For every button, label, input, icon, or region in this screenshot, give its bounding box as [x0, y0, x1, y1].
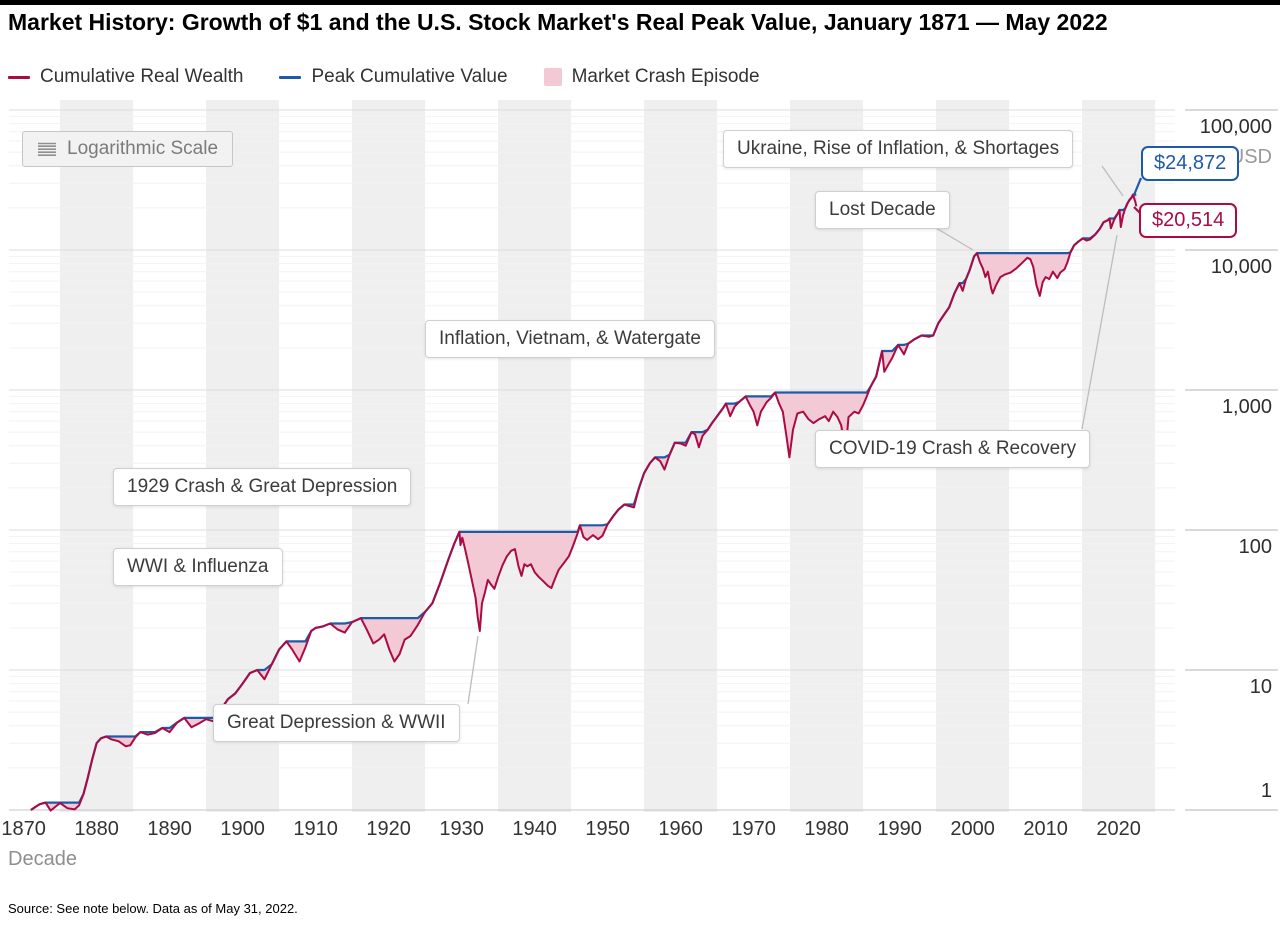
market-crash-shading: [30, 194, 1137, 811]
legend-item: Market Crash Episode: [543, 66, 760, 88]
x-tick-label: 2000: [950, 818, 995, 840]
y-tick-label: 100: [1238, 536, 1272, 558]
x-tick-label: 1970: [731, 818, 776, 840]
y-tick-label: 10,000: [1210, 256, 1272, 278]
annotation-crash-1929: 1929 Crash & Great Depression: [113, 468, 412, 506]
legend-item: Cumulative Real Wealth: [8, 66, 243, 88]
current-value-callout: $20,514: [1139, 203, 1238, 238]
page-title: Market History: Growth of $1 and the U.S…: [8, 9, 1108, 35]
annotation-inflation-vietnam: Inflation, Vietnam, & Watergate: [425, 320, 715, 358]
annotation-depression-wwii: Great Depression & WWII: [213, 704, 460, 742]
x-tick-label: 1960: [658, 818, 703, 840]
annotation-leader-line: [467, 635, 479, 705]
x-tick-label: 1870: [1, 818, 46, 840]
x-tick-label: 1980: [804, 818, 849, 840]
x-tick-label: 1900: [220, 818, 265, 840]
y-tick-label: 100,000: [1199, 116, 1272, 138]
y-tick-label: 1,000: [1221, 396, 1272, 418]
top-accent-bar: [0, 0, 1280, 5]
decade-band: [352, 100, 426, 812]
decade-band: [206, 100, 280, 812]
x-tick-label: 1930: [439, 818, 484, 840]
decade-band: [60, 100, 134, 812]
line-swatch-icon: [8, 75, 30, 79]
x-tick-label: 2020: [1096, 818, 1141, 840]
log-scale-icon: [38, 142, 56, 156]
x-tick-label: 1950: [585, 818, 630, 840]
decade-band: [644, 100, 718, 812]
x-tick-label: 1940: [512, 818, 557, 840]
x-tick-label: 2010: [1023, 818, 1068, 840]
y-tick-label: 1: [1260, 780, 1272, 802]
x-axis-title: Decade: [8, 848, 77, 870]
decade-band: [498, 100, 572, 812]
x-tick-label: 1920: [366, 818, 411, 840]
annotation-leader-line: [1081, 234, 1118, 430]
annotation-covid: COVID-19 Crash & Recovery: [815, 430, 1091, 468]
area-swatch-icon: [543, 68, 562, 86]
annotation-leader-line: [935, 227, 974, 251]
logarithmic-scale-label: Logarithmic Scale: [67, 138, 219, 159]
x-tick-label: 1910: [293, 818, 338, 840]
legend-item: Peak Cumulative Value: [279, 66, 508, 88]
legend-label: Cumulative Real Wealth: [40, 66, 244, 87]
source-note: Source: See note below. Data as of May 3…: [8, 901, 298, 916]
annotation-wwi-influenza: WWI & Influenza: [113, 548, 283, 586]
legend-label: Market Crash Episode: [571, 66, 760, 87]
legend-label: Peak Cumulative Value: [311, 66, 508, 87]
annotation-leader-line: [1101, 165, 1124, 197]
annotation-ukraine: Ukraine, Rise of Inflation, & Shortages: [723, 130, 1074, 168]
y-axis-unit: USD: [1229, 146, 1272, 168]
y-tick-label: 10: [1249, 676, 1272, 698]
peak-value-callout: $24,872: [1141, 146, 1240, 181]
x-tick-label: 1990: [877, 818, 922, 840]
line-swatch-icon: [279, 75, 302, 79]
x-tick-label: 1880: [74, 818, 119, 840]
x-tick-label: 1890: [147, 818, 192, 840]
legend: Cumulative Real Wealth Peak Cumulative Va…: [8, 63, 760, 91]
peak-callout-tail: [1132, 177, 1143, 196]
annotation-lost-decade: Lost Decade: [815, 191, 950, 229]
logarithmic-scale-badge: Logarithmic Scale: [22, 131, 234, 167]
cumulative-real-wealth-line: [30, 193, 1138, 812]
